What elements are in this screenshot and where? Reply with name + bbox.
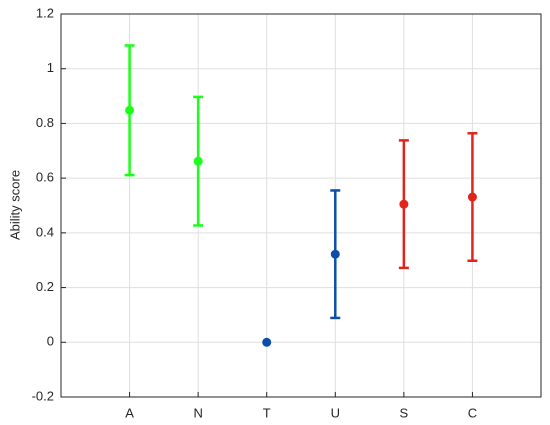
x-tick-label: N bbox=[193, 405, 202, 420]
y-tick-label: 0.8 bbox=[36, 115, 54, 130]
point bbox=[193, 156, 203, 166]
point bbox=[262, 337, 272, 347]
y-tick-label: -0.2 bbox=[32, 388, 54, 403]
y-tick-label: 1.2 bbox=[36, 5, 54, 20]
plot-frame bbox=[60, 13, 542, 398]
y-tick-label: 0.2 bbox=[36, 279, 54, 294]
point bbox=[467, 192, 477, 202]
y-tick-label: 0.4 bbox=[36, 224, 54, 239]
x-tick-label: C bbox=[468, 405, 477, 420]
point bbox=[125, 105, 135, 115]
x-tick-label: S bbox=[400, 405, 409, 420]
y-tick-label: 0.6 bbox=[36, 170, 54, 185]
y-tick-label: 1 bbox=[47, 60, 54, 75]
point bbox=[399, 199, 409, 209]
point bbox=[330, 249, 340, 259]
x-tick-label: U bbox=[331, 405, 340, 420]
y-axis-label: Ability score bbox=[7, 170, 22, 240]
y-tick-label: 0 bbox=[47, 334, 54, 349]
x-tick-label: T bbox=[263, 405, 271, 420]
x-tick-label: A bbox=[125, 405, 134, 420]
